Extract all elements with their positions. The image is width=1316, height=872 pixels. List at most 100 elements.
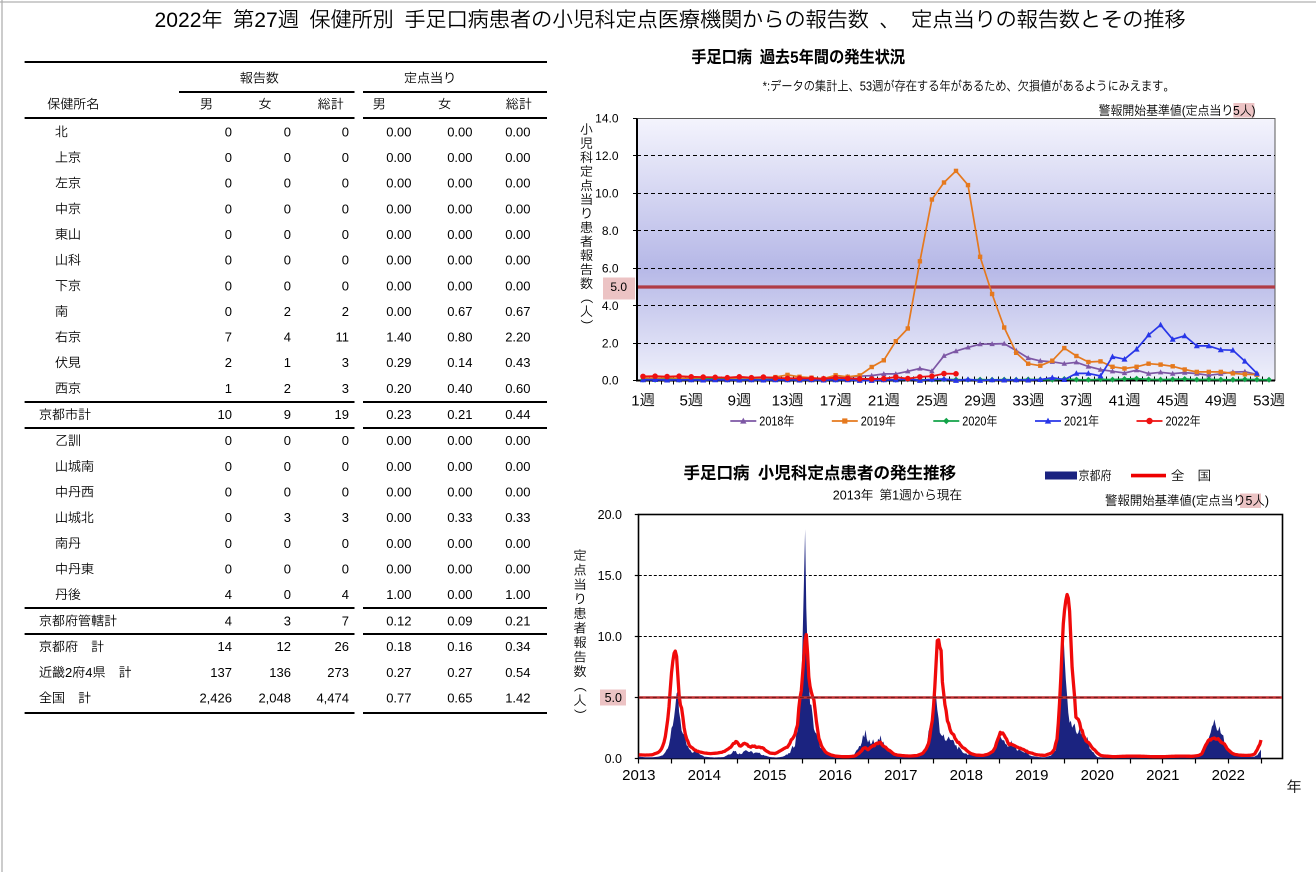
svg-text:0: 0 (284, 485, 291, 500)
svg-text:(: ( (1192, 494, 1197, 508)
svg-text:10.0: 10.0 (595, 187, 619, 201)
svg-text:4: 4 (85, 665, 92, 680)
svg-text:4: 4 (342, 587, 349, 602)
svg-text:273: 273 (327, 665, 349, 680)
svg-text:0.00: 0.00 (447, 253, 472, 268)
svg-text:0: 0 (342, 536, 349, 551)
svg-text:0.00: 0.00 (505, 124, 530, 139)
svg-text:0: 0 (284, 253, 291, 268)
svg-text:2019: 2019 (1015, 767, 1048, 784)
svg-text:0.00: 0.00 (505, 253, 530, 268)
svg-text:0.00: 0.00 (386, 278, 411, 293)
svg-text:0.00: 0.00 (447, 278, 472, 293)
svg-text:1: 1 (284, 355, 291, 370)
svg-text:0.00: 0.00 (505, 227, 530, 242)
svg-text:0: 0 (342, 176, 349, 191)
svg-text:1: 1 (631, 392, 639, 409)
svg-text:20.0: 20.0 (598, 508, 622, 522)
svg-text:0.60: 0.60 (505, 381, 530, 396)
svg-text:0.00: 0.00 (386, 485, 411, 500)
svg-text:0.00: 0.00 (505, 278, 530, 293)
svg-text:0: 0 (225, 278, 232, 293)
svg-text:0.23: 0.23 (386, 407, 411, 422)
svg-text:0: 0 (284, 176, 291, 191)
svg-text:25: 25 (916, 392, 933, 409)
svg-text:0.20: 0.20 (386, 381, 411, 396)
svg-text:0.00: 0.00 (386, 459, 411, 474)
svg-text:6.0: 6.0 (602, 261, 619, 275)
svg-text:5: 5 (680, 392, 688, 409)
svg-text:2016: 2016 (819, 767, 852, 784)
svg-text:1: 1 (892, 487, 899, 502)
svg-text:(: ( (1182, 104, 1187, 119)
svg-text:): ) (1265, 494, 1269, 508)
svg-text:0: 0 (342, 124, 349, 139)
svg-text:5: 5 (1246, 494, 1253, 508)
svg-text:0: 0 (225, 562, 232, 577)
svg-text:37: 37 (1061, 392, 1078, 409)
svg-text:0.00: 0.00 (447, 562, 472, 577)
svg-text:*:: *: (763, 79, 770, 94)
svg-text:0.65: 0.65 (447, 690, 472, 705)
svg-text:2: 2 (284, 381, 291, 396)
svg-text:5: 5 (1233, 104, 1240, 119)
svg-text:2: 2 (225, 355, 232, 370)
svg-text:0: 0 (342, 253, 349, 268)
svg-text:0.00: 0.00 (505, 150, 530, 165)
svg-text:0: 0 (225, 459, 232, 474)
svg-text:0: 0 (225, 485, 232, 500)
svg-text:2013: 2013 (833, 487, 861, 502)
svg-text:29: 29 (964, 392, 981, 409)
svg-text:0: 0 (342, 485, 349, 500)
svg-text:8.0: 8.0 (602, 224, 619, 238)
svg-text:0.00: 0.00 (447, 485, 472, 500)
svg-text:0: 0 (225, 510, 232, 525)
svg-text:0.00: 0.00 (386, 201, 411, 216)
svg-text:0: 0 (342, 227, 349, 242)
svg-text:27: 27 (254, 9, 277, 32)
svg-text:0.00: 0.00 (447, 459, 472, 474)
svg-text:0: 0 (284, 562, 291, 577)
svg-text:0: 0 (284, 150, 291, 165)
svg-text:2: 2 (284, 304, 291, 319)
svg-text:0.43: 0.43 (505, 355, 530, 370)
svg-text:136: 136 (269, 665, 291, 680)
svg-text:0.00: 0.00 (505, 562, 530, 577)
svg-text:0.00: 0.00 (386, 227, 411, 242)
svg-text:2013: 2013 (622, 767, 655, 784)
svg-text:4: 4 (284, 330, 291, 345)
svg-text:3: 3 (342, 381, 349, 396)
svg-text:5.0: 5.0 (605, 691, 622, 705)
svg-text:49: 49 (1205, 392, 1222, 409)
svg-text:0.00: 0.00 (447, 536, 472, 551)
svg-text:0.34: 0.34 (505, 639, 530, 654)
svg-text:17: 17 (820, 392, 837, 409)
svg-text:0.21: 0.21 (505, 613, 530, 628)
svg-text:5.0: 5.0 (610, 280, 627, 294)
svg-text:11: 11 (336, 330, 350, 345)
svg-text:3: 3 (342, 355, 349, 370)
svg-text:0: 0 (225, 227, 232, 242)
svg-text:2.0: 2.0 (602, 336, 619, 350)
svg-text:0.00: 0.00 (505, 536, 530, 551)
svg-text:2022: 2022 (1212, 767, 1245, 784)
svg-text:53: 53 (860, 79, 873, 94)
svg-text:9: 9 (728, 392, 736, 409)
svg-text:53: 53 (1253, 392, 1270, 409)
svg-text:0.54: 0.54 (505, 665, 530, 680)
svg-text:0: 0 (225, 536, 232, 551)
svg-text:0: 0 (225, 201, 232, 216)
svg-text:10: 10 (218, 407, 232, 422)
svg-text:3: 3 (284, 613, 291, 628)
svg-text:0.00: 0.00 (386, 176, 411, 191)
svg-text:0.44: 0.44 (505, 407, 530, 422)
svg-text:0: 0 (225, 176, 232, 191)
svg-text:3: 3 (284, 510, 291, 525)
svg-text:0.00: 0.00 (447, 587, 472, 602)
svg-text:0.27: 0.27 (447, 665, 472, 680)
svg-text:2: 2 (65, 665, 72, 680)
svg-text:0.67: 0.67 (505, 304, 530, 319)
svg-text:0.27: 0.27 (386, 665, 411, 680)
svg-text:1: 1 (225, 381, 232, 396)
svg-text:0.00: 0.00 (505, 176, 530, 191)
